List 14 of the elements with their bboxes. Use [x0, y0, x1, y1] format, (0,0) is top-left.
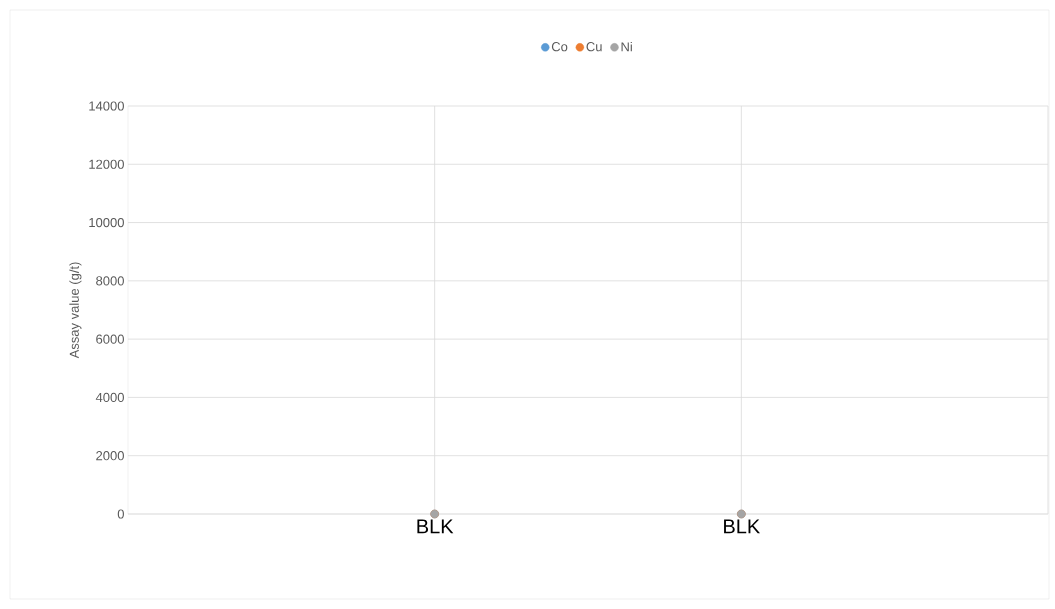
y-tick-label: 10000 [89, 217, 124, 228]
x-tick-label: BLK [417, 519, 454, 534]
y-tick-label: 4000 [95, 392, 124, 403]
x-tick-label: BLK [724, 519, 761, 534]
y-axis-title: Assay value (g/t) [69, 262, 82, 359]
y-tick-label: 0 [117, 509, 124, 519]
y-tick-label: 14000 [89, 101, 124, 111]
y-tick-label: 2000 [96, 451, 124, 461]
legend-label: Ni [621, 41, 632, 52]
legend-label: Cu [586, 42, 602, 52]
legend-label: Co [551, 42, 568, 52]
y-tick-label: 12000 [89, 159, 124, 169]
y-tick-label: 8000 [96, 276, 124, 286]
y-tick-label: 6000 [96, 334, 124, 344]
